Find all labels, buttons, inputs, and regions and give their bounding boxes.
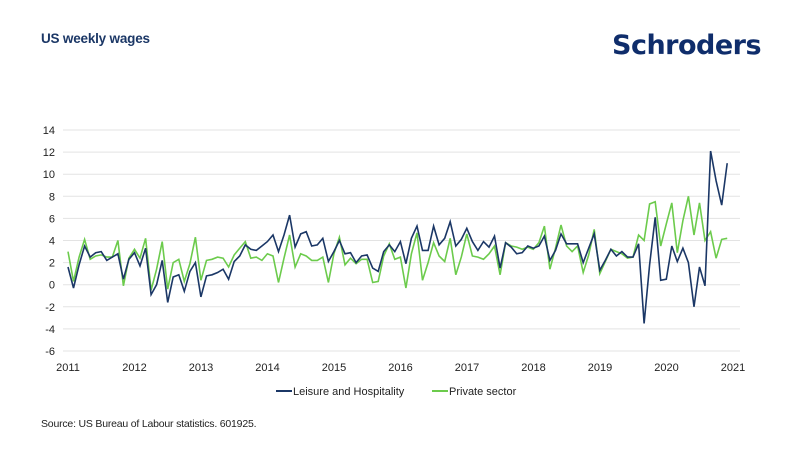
y-tick-label: 14 — [43, 125, 55, 137]
source-note: Source: US Bureau of Labour statistics. … — [41, 418, 257, 430]
x-tick-label: 2019 — [588, 362, 612, 374]
legend-item: Leisure and Hospitality — [276, 386, 405, 398]
x-tick-label: 2011 — [56, 362, 80, 374]
chart-title: US weekly wages — [41, 31, 150, 46]
y-tick-label: 6 — [49, 213, 55, 225]
y-tick-label: 0 — [49, 280, 55, 292]
legend: Leisure and Hospitality Private sector — [276, 386, 517, 398]
gridlines — [63, 129, 740, 352]
y-tick-label: 8 — [49, 191, 55, 203]
x-tick-label: 2015 — [322, 362, 346, 374]
series-line-leisure-and-hospitality — [67, 150, 728, 324]
x-tick-label: 2021 — [721, 362, 745, 374]
x-tick-label: 2018 — [521, 362, 545, 374]
x-tick-label: 2013 — [189, 362, 213, 374]
y-tick-label: -6 — [45, 346, 55, 358]
legend-label: Private sector — [449, 386, 517, 398]
y-tick-label: -2 — [45, 302, 55, 314]
series-lines — [67, 150, 728, 324]
schroders-logo: Schroders — [612, 30, 762, 61]
x-tick-label: 2017 — [455, 362, 479, 374]
x-tick-label: 2016 — [388, 362, 412, 374]
x-tick-label: 2020 — [654, 362, 678, 374]
x-axis-ticks: 2011 2012 2013 2014 2015 2016 2017 2018 2019 2020… — [56, 362, 745, 374]
y-tick-label: 12 — [43, 147, 55, 159]
x-tick-label: 2012 — [122, 362, 146, 374]
y-tick-label: 10 — [43, 169, 55, 181]
y-tick-label: -4 — [45, 324, 55, 336]
y-tick-label: 4 — [49, 236, 55, 248]
x-tick-label: 2014 — [255, 362, 279, 374]
y-axis-ticks: 14 12 10 8 6 4 2 0 -2 -4 -6 — [43, 125, 55, 358]
legend-item: Private sector — [432, 386, 517, 398]
series-line-private-sector — [67, 196, 728, 291]
y-tick-label: 2 — [49, 258, 55, 270]
legend-label: Leisure and Hospitality — [293, 386, 405, 398]
